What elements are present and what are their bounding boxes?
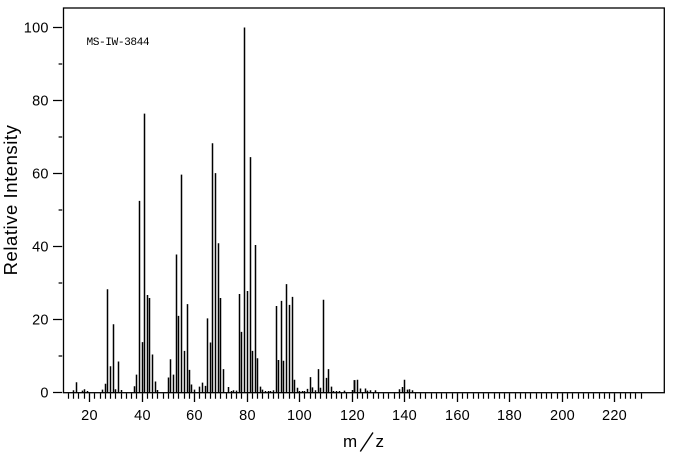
svg-text:80: 80	[32, 94, 49, 110]
svg-text:20: 20	[32, 313, 49, 329]
svg-text:100: 100	[24, 21, 49, 37]
svg-text:MS-IW-3844: MS-IW-3844	[87, 37, 150, 49]
svg-text:m: m	[343, 432, 357, 451]
svg-text:z: z	[376, 432, 385, 451]
svg-text:220: 220	[602, 408, 627, 424]
svg-text:40: 40	[134, 408, 151, 424]
svg-text:40: 40	[32, 240, 49, 256]
svg-text:100: 100	[287, 408, 312, 424]
svg-text:Relative Intensity: Relative Intensity	[0, 124, 21, 275]
svg-text:60: 60	[186, 408, 203, 424]
svg-text:180: 180	[497, 408, 522, 424]
svg-text:120: 120	[340, 408, 365, 424]
svg-text:160: 160	[445, 408, 470, 424]
svg-text:200: 200	[550, 408, 575, 424]
svg-text:0: 0	[40, 386, 48, 402]
svg-text:20: 20	[81, 408, 98, 424]
svg-text:80: 80	[239, 408, 256, 424]
svg-text:140: 140	[392, 408, 417, 424]
svg-text:60: 60	[32, 167, 49, 183]
